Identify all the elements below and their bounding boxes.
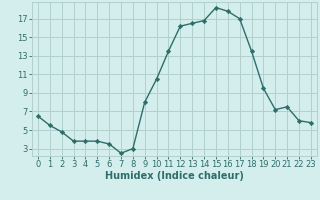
X-axis label: Humidex (Indice chaleur): Humidex (Indice chaleur) xyxy=(105,171,244,181)
